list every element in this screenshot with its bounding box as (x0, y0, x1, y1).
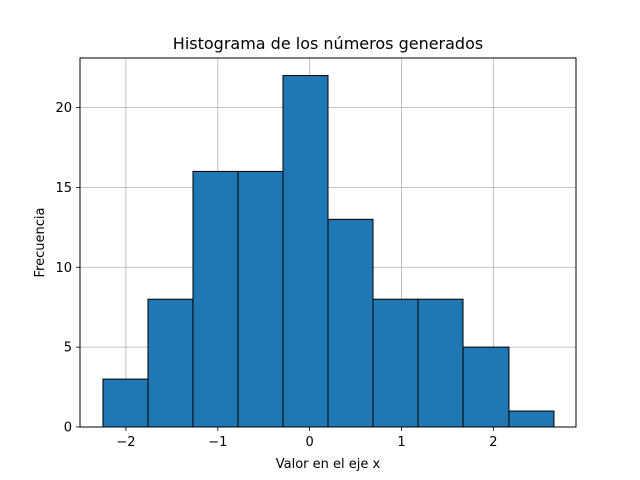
x-tick-label: 0 (305, 435, 313, 450)
histogram-bar (192, 170, 239, 428)
histogram-bar (372, 298, 419, 428)
x-tick-label: 2 (489, 435, 497, 450)
histogram-bar (147, 298, 194, 428)
y-tick-label: 15 (55, 181, 72, 196)
histogram-bar (102, 378, 149, 428)
bars (102, 75, 555, 428)
histogram-bar (508, 410, 555, 428)
histogram-bar (327, 218, 374, 428)
x-tick-label: −1 (208, 435, 227, 450)
x-tick-label: 1 (397, 435, 405, 450)
plot-area-frame (79, 57, 577, 428)
chart-title: Histograma de los números generados (173, 34, 483, 53)
y-tick-label: 10 (55, 261, 72, 276)
histogram-bar (462, 346, 510, 428)
y-tick-label: 20 (55, 101, 72, 116)
x-axis-title: Valor en el eje x (276, 457, 381, 472)
y-tick-label: 0 (64, 421, 72, 436)
histogram-bar (282, 75, 329, 428)
histogram-bar (417, 298, 464, 428)
y-tick-label: 5 (64, 341, 72, 356)
y-axis-title: Frecuencia (33, 208, 48, 278)
x-tick-label: −2 (116, 435, 135, 450)
histogram-bar (237, 170, 284, 428)
